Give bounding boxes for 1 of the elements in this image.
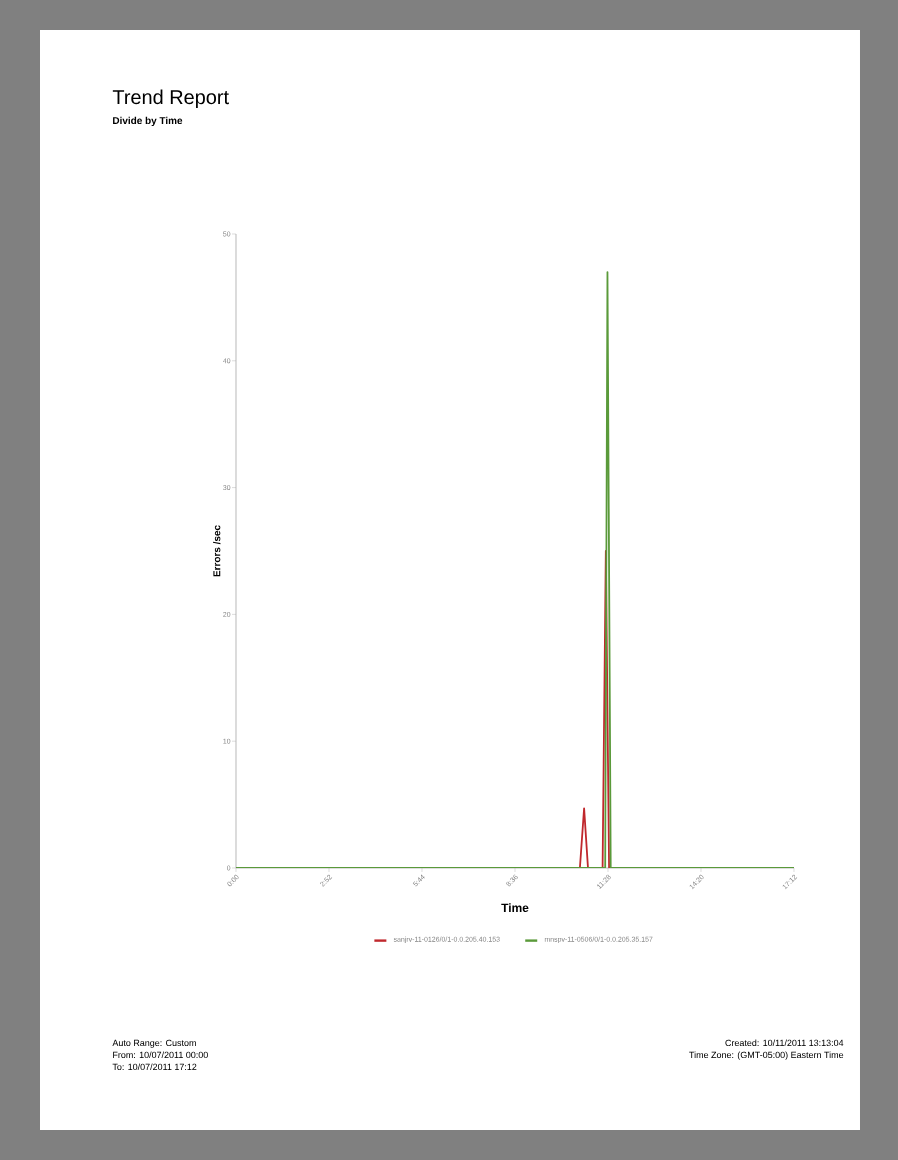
chart-title: Trend Report [112, 89, 229, 109]
